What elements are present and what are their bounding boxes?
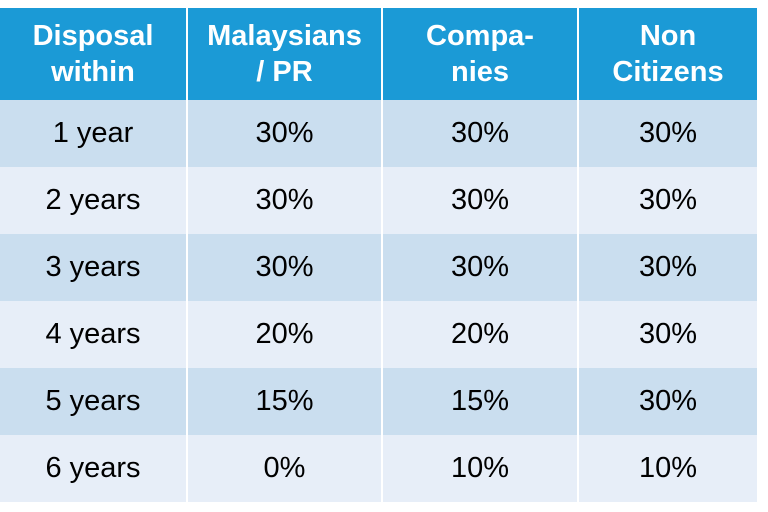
period-cell: 3 years: [0, 234, 188, 301]
header-row: Disposal within Malaysians / PR Compa-nies No…: [0, 8, 757, 100]
rate-cell: 30%: [186, 167, 383, 234]
rate-cell: 30%: [577, 301, 757, 368]
period-cell: 6 years: [0, 435, 188, 502]
period-cell: 1 year: [0, 100, 188, 167]
rate-cell: 10%: [577, 435, 757, 502]
header-cell: Non Citizens: [577, 8, 757, 100]
header-text: within: [51, 56, 135, 88]
table-row: 4 years 20% 20% 30%: [0, 301, 757, 368]
rate-cell: 30%: [577, 167, 757, 234]
rate-cell: 30%: [381, 234, 579, 301]
rate-cell: 30%: [381, 100, 579, 167]
header-text: Malaysians: [207, 20, 362, 52]
rate-cell: 20%: [381, 301, 579, 368]
header-cell: Disposal within: [0, 8, 188, 100]
header-text: Citizens: [612, 56, 724, 88]
table-row: 3 years 30% 30% 30%: [0, 234, 757, 301]
tax-table: Disposal within Malaysians / PR Compa-nies No…: [0, 8, 757, 502]
period-cell: 4 years: [0, 301, 188, 368]
table-body: 1 year 30% 30% 30% 2 years 30% 30% 30% 3 years 30…: [0, 100, 757, 502]
rate-cell: 30%: [186, 100, 383, 167]
rate-cell: 30%: [577, 368, 757, 435]
rate-cell: 30%: [577, 100, 757, 167]
rate-cell: 15%: [381, 368, 579, 435]
table-row: 6 years 0% 10% 10%: [0, 435, 757, 502]
header-text: / PR: [256, 56, 313, 88]
header-text: nies: [450, 56, 510, 88]
header-cell: Compa-nies: [381, 8, 579, 100]
header-text: Compa-: [426, 20, 534, 52]
header-text: Disposal: [32, 20, 154, 52]
rate-cell: 0%: [186, 435, 383, 502]
rate-cell: 15%: [186, 368, 383, 435]
table-row: 1 year 30% 30% 30%: [0, 100, 757, 167]
header-cell: Malaysians / PR: [186, 8, 383, 100]
rate-cell: 20%: [186, 301, 383, 368]
period-cell: 2 years: [0, 167, 188, 234]
header-text: Non: [639, 20, 697, 52]
rate-cell: 30%: [381, 167, 579, 234]
table-row: 5 years 15% 15% 30%: [0, 368, 757, 435]
rate-cell: 10%: [381, 435, 579, 502]
rate-cell: 30%: [577, 234, 757, 301]
rate-cell: 30%: [186, 234, 383, 301]
table-row: 2 years 30% 30% 30%: [0, 167, 757, 234]
period-cell: 5 years: [0, 368, 188, 435]
